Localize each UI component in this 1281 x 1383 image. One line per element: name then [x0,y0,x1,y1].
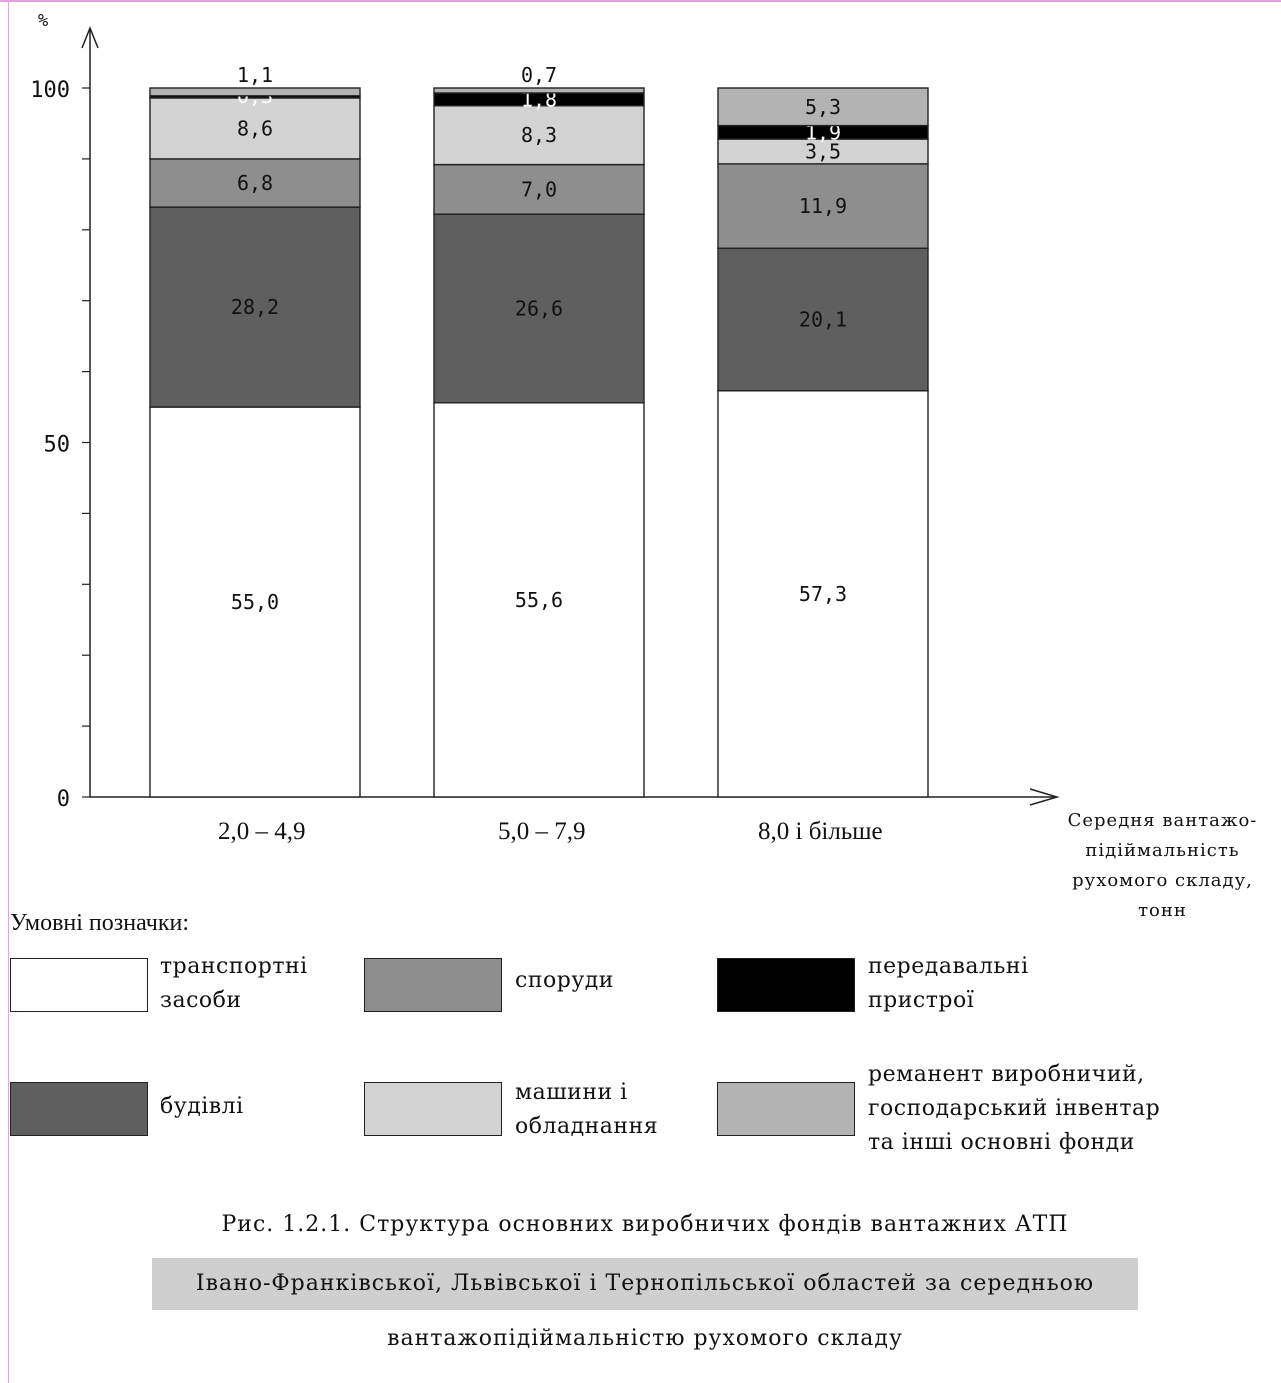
x-tick-label: 5,0 – 7,9 [498,818,586,845]
data-label: 8,3 [521,123,557,147]
x-axis-title: Середня вантажо- підіймальність рухомого… [1050,806,1275,926]
figure-caption-line2: Івано-Франківської, Львівської і Тернопі… [152,1258,1138,1310]
data-label: 8,6 [237,116,273,140]
bar-segment [433,402,645,798]
y-axis-arrow [81,25,99,49]
legend-swatch-machines [364,1082,502,1136]
data-label: 5,3 [805,95,841,119]
x-axis-title-line: рухомого складу, [1072,870,1253,891]
bar-segment [149,97,361,160]
data-label: 1,1 [237,63,273,87]
legend-swatch-inventory [717,1082,855,1136]
figure-caption-line3: вантажопідіймальністю рухомого складу [387,1326,903,1351]
legend-label-buildings: будівлі [160,1090,244,1124]
bar-segment [717,87,929,127]
bar-segment [149,158,361,208]
data-label: 0,7 [521,63,557,87]
legend-label-line: будівлі [160,1094,244,1119]
data-label: 6,8 [237,171,273,195]
data-label: 20,1 [799,307,847,331]
bar-segment [717,390,929,798]
legend-label-line: передавальні [868,954,1029,979]
bar-segment [433,213,645,404]
data-label: 55,6 [515,588,563,612]
x-tick-label: 8,0 і більше [758,818,883,845]
legend-label-machines: машини і обладнання [515,1076,658,1144]
x-axis-title-line: тонн [1138,900,1187,921]
legend-label-line: пристрої [868,988,975,1013]
legend-title: Умовні позначки: [10,910,190,936]
x-tick-label: 2,0 – 4,9 [218,818,306,845]
page-left-border [8,0,9,1383]
legend-label-line: реманент виробничий, [868,1062,1145,1087]
bar-segment [149,406,361,798]
legend-label-line: господарський інвентар [868,1096,1161,1121]
legend-swatch-structures [364,958,502,1012]
x-axis-title-line: підіймальність [1085,840,1240,861]
y-tick-label: 100 [30,78,70,103]
legend-swatch-buildings [10,1082,148,1136]
x-axis-arrow [1029,788,1060,806]
legend-label-line: засоби [160,988,242,1013]
x-axis-title-line: Середня вантажо- [1067,810,1258,831]
data-label: 28,2 [231,295,279,319]
bar-segment [433,105,645,166]
data-label: 11,9 [799,194,847,218]
y-axis-unit-label: % [38,11,48,31]
data-label: 55,0 [231,590,279,614]
legend-swatch-transport [10,958,148,1012]
legend-label-structures: споруди [515,964,614,998]
bar-segment [149,87,361,97]
stacked-bar-chart: 050100%55,028,26,88,60,31,155,626,67,08,… [30,11,1060,812]
legend-label-line: та інші основні фонди [868,1130,1135,1155]
legend-label-inventory: реманент виробничий, господарський інвен… [868,1058,1160,1160]
figure-caption-line1: Рис. 1.2.1. Структура основних виробничи… [221,1212,1069,1237]
bar-segment [433,87,645,94]
data-label: 7,0 [521,177,557,201]
legend-label-line: машини і [515,1080,628,1105]
data-label: 57,3 [799,582,847,606]
data-label: 3,5 [805,139,841,163]
bar-segment [433,163,645,215]
legend-label-line: транспортні [160,954,308,979]
bar-segment [149,206,361,408]
legend-label-transport: транспортні засоби [160,950,308,1018]
legend-label-transmission: передавальні пристрої [868,950,1029,1018]
legend-label-line: обладнання [515,1114,659,1139]
data-label: 26,6 [515,296,563,320]
page-top-border [0,0,1281,2]
bar-segment [717,163,929,249]
y-tick-label: 0 [57,787,70,812]
y-tick-label: 50 [44,433,71,458]
legend-swatch-transmission [717,958,855,1012]
bar-segment [717,247,929,392]
legend-label-line: споруди [515,968,614,993]
